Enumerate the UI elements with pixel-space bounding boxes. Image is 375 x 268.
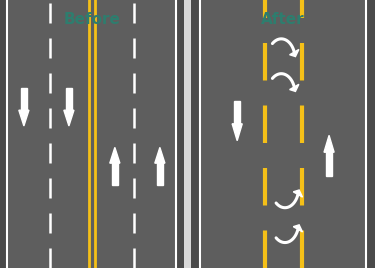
Bar: [66, 88, 72, 110]
Bar: [112, 163, 118, 185]
Bar: [326, 152, 332, 176]
Bar: [234, 100, 240, 124]
Text: Before: Before: [63, 12, 120, 27]
Bar: [366, 0, 375, 268]
Bar: [157, 163, 163, 185]
Polygon shape: [290, 49, 299, 57]
Polygon shape: [232, 124, 242, 141]
Polygon shape: [290, 84, 299, 91]
Bar: [191, 0, 200, 268]
Bar: [21, 88, 27, 110]
Text: After: After: [261, 12, 305, 27]
Polygon shape: [293, 225, 303, 232]
Polygon shape: [64, 110, 74, 126]
Polygon shape: [155, 147, 165, 163]
Bar: [0, 0, 8, 268]
Polygon shape: [293, 190, 303, 197]
Polygon shape: [324, 135, 334, 152]
Polygon shape: [110, 147, 120, 163]
Bar: [176, 0, 184, 268]
Polygon shape: [19, 110, 29, 126]
